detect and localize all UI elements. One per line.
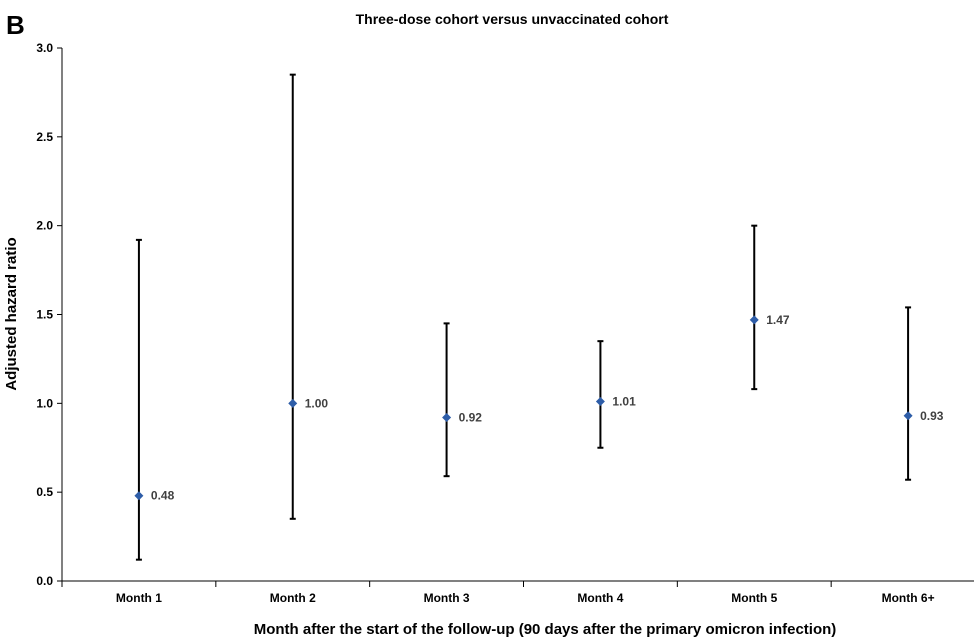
y-tick-label: 2.5 <box>36 130 53 144</box>
y-axis-title: Adjusted hazard ratio <box>3 237 20 390</box>
data-point <box>749 315 759 325</box>
data-point <box>134 491 144 501</box>
panel-label: B <box>6 10 25 40</box>
data-label: 1.47 <box>766 313 790 327</box>
y-tick-label: 2.0 <box>36 219 53 233</box>
y-tick-label: 0.5 <box>36 485 53 499</box>
x-tick-label: Month 5 <box>731 591 777 605</box>
data-label: 0.92 <box>459 411 483 425</box>
data-point <box>442 413 452 423</box>
x-tick-label: Month 1 <box>116 591 162 605</box>
data-point <box>595 397 605 407</box>
x-tick-label: Month 2 <box>270 591 316 605</box>
x-tick-label: Month 4 <box>577 591 623 605</box>
x-axis-title: Month after the start of the follow-up (… <box>254 621 837 638</box>
data-point <box>288 398 298 408</box>
data-label: 1.01 <box>612 395 636 409</box>
data-point <box>903 411 913 421</box>
x-tick-label: Month 3 <box>424 591 470 605</box>
data-label: 1.00 <box>305 396 329 410</box>
data-label: 0.48 <box>151 489 175 503</box>
y-tick-label: 0.0 <box>36 574 53 588</box>
y-tick-label: 3.0 <box>36 41 53 55</box>
plot-area: 0.0 0.5 1.0 1.5 2.0 2.5 3.0 Month 1 Month 2 Month… <box>36 41 974 605</box>
chart-title: Three-dose cohort versus unvaccinated co… <box>356 11 669 27</box>
x-tick-label: Month 6+ <box>882 591 935 605</box>
y-tick-label: 1.5 <box>36 308 53 322</box>
data-label: 0.93 <box>920 409 944 423</box>
y-tick-label: 1.0 <box>36 396 53 410</box>
